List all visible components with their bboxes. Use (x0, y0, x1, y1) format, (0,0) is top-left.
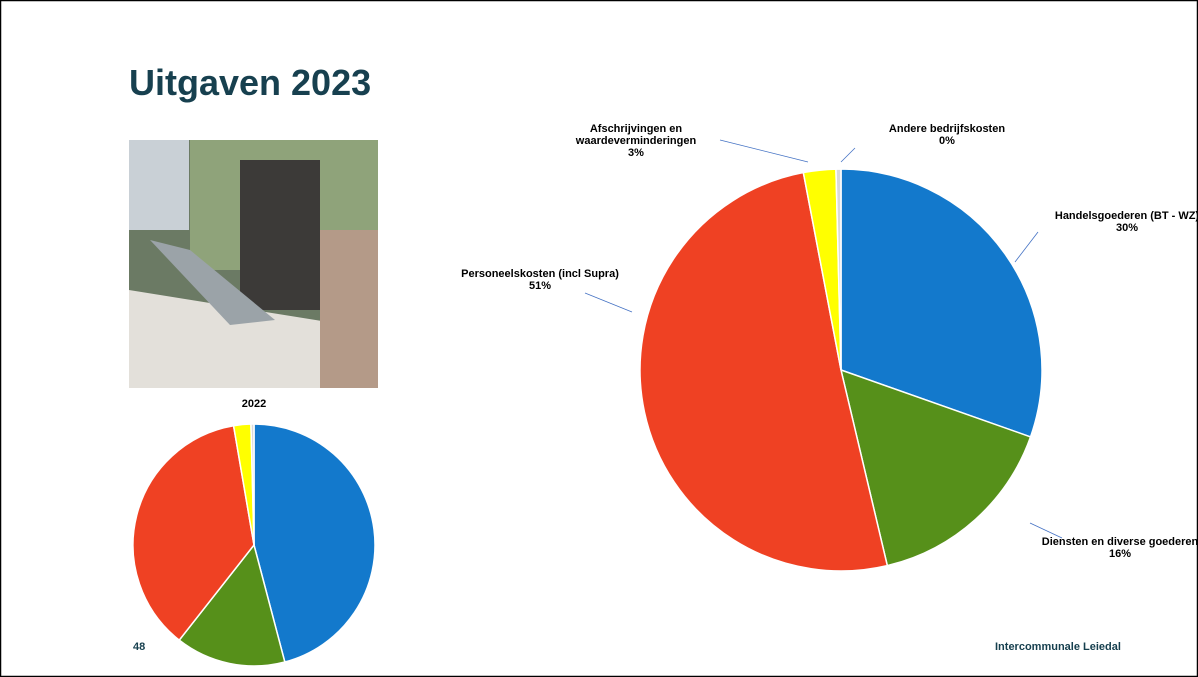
data-label: Andere bedrijfskosten 0% (867, 123, 1027, 147)
label-category: Afschrijvingen en waardeverminderingen (575, 123, 697, 147)
label-category: Andere bedrijfskosten (888, 123, 1006, 135)
page-number: 48 (133, 641, 146, 653)
photo-person (240, 160, 320, 310)
label-value: 51% (528, 280, 552, 292)
pie-slice (178, 543, 286, 667)
data-label: Handelsgoederen (BT - WZ) 30% (1052, 210, 1198, 234)
label-category: Personeelskosten (incl Supra) (461, 268, 619, 280)
pie-slice (840, 168, 1043, 438)
photo-monitor (129, 140, 189, 230)
pie-slice (639, 171, 889, 572)
pie-slice (132, 424, 255, 642)
data-label: Afschrijvingen en waardeverminderingen 3% (556, 123, 716, 159)
slide-title: Uitgaven 2023 (129, 62, 372, 103)
photo-table (129, 290, 378, 388)
label-value: 0% (939, 135, 955, 147)
label-category: Handelsgoederen (BT - WZ) (1054, 210, 1198, 222)
pie-slice (250, 423, 255, 546)
label-value: 16% (1108, 548, 1132, 560)
leader-line (840, 147, 856, 163)
label-value: 3% (628, 147, 644, 159)
data-label: Personeelskosten (incl Supra) 51% (435, 268, 645, 292)
pie-slice (835, 168, 842, 371)
photo-person2 (320, 230, 378, 388)
chart-title: 2022 (241, 398, 267, 410)
leader-line (719, 139, 809, 163)
data-label: Diensten en diverse goederen 16% (1035, 536, 1198, 560)
photo-laptop (150, 240, 275, 325)
label-value: 30% (1115, 222, 1139, 234)
pie-slice (253, 423, 376, 663)
leader-line (1014, 231, 1039, 263)
leader-line (584, 292, 633, 313)
label-category: Diensten en diverse goederen (1041, 536, 1198, 548)
photo (129, 140, 378, 388)
footer: Intercommunale Leiedal (995, 641, 1121, 653)
pie-slice (839, 368, 1032, 567)
leader-line (1029, 522, 1063, 539)
